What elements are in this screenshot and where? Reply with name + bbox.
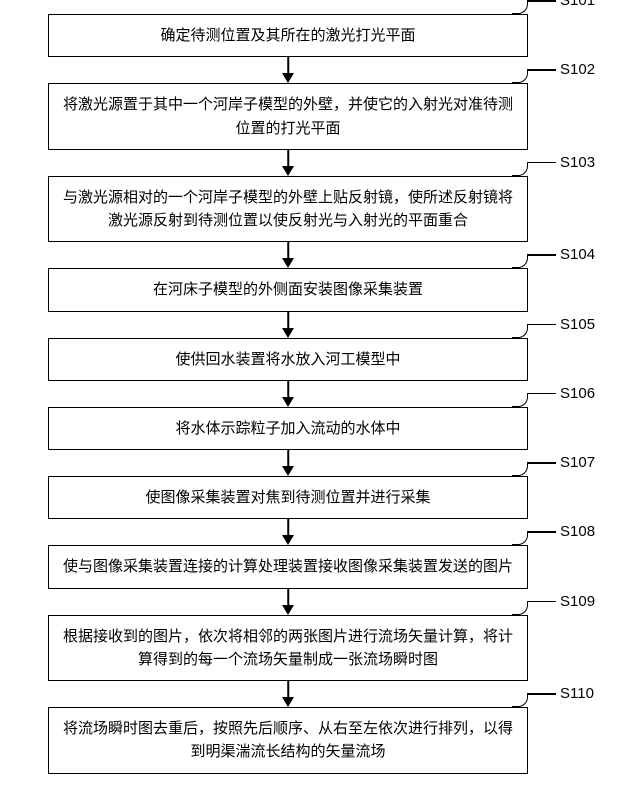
step-label-s102: S102	[560, 61, 595, 78]
step-box-s107: 使图像采集装置对焦到待测位置并进行采集	[48, 476, 528, 519]
step-box-s104: 在河床子模型的外侧面安装图像采集装置	[48, 268, 528, 311]
arrow-down	[48, 519, 528, 545]
arrow-down	[48, 681, 528, 707]
step-text: 根据接收到的图片，依次将相邻的两张图片进行流场矢量计算，将计算得到的每一个流场矢…	[63, 625, 513, 672]
arrow-down	[48, 589, 528, 615]
step-text: 使与图像采集装置连接的计算处理装置接收图像采集装置发送的图片	[63, 555, 513, 578]
arrow-down	[48, 57, 528, 83]
lead-curve	[512, 0, 528, 14]
step-label-s110: S110	[560, 685, 594, 702]
step-box-s110: 将流场瞬时图去重后，按照先后顺序、从右至左依次进行排列，以得到明渠湍流长结构的矢…	[48, 707, 528, 774]
step-text: 使供回水装置将水放入河工模型中	[175, 348, 400, 371]
flowchart-container: 确定待测位置及其所在的激光打光平面将激光源置于其中一个河岸子模型的外壁，并使它的…	[48, 14, 528, 774]
step-label-s109: S109	[560, 593, 595, 610]
step-box-s103: 与激光源相对的一个河岸子模型的外壁上贴反射镜，使所述反射镜将激光源反射到待测位置…	[48, 176, 528, 243]
step-text: 使图像采集装置对焦到待测位置并进行采集	[145, 486, 430, 509]
lead-line	[528, 531, 556, 533]
step-text: 与激光源相对的一个河岸子模型的外壁上贴反射镜，使所述反射镜将激光源反射到待测位置…	[63, 186, 513, 233]
arrow-down	[48, 150, 528, 176]
step-label-s104: S104	[560, 246, 595, 263]
step-text: 将水体示踪粒子加入流动的水体中	[175, 417, 400, 440]
lead-line	[528, 601, 556, 603]
step-box-s101: 确定待测位置及其所在的激光打光平面	[48, 14, 528, 57]
lead-line	[528, 254, 556, 256]
step-label-s106: S106	[560, 385, 595, 402]
step-label-s103: S103	[560, 154, 595, 171]
arrow-down	[48, 242, 528, 268]
step-text: 在河床子模型的外侧面安装图像采集装置	[153, 278, 423, 301]
arrow-down	[48, 381, 528, 407]
step-box-s109: 根据接收到的图片，依次将相邻的两张图片进行流场矢量计算，将计算得到的每一个流场矢…	[48, 615, 528, 682]
step-box-s106: 将水体示踪粒子加入流动的水体中	[48, 407, 528, 450]
lead-line	[528, 0, 556, 2]
arrow-down	[48, 312, 528, 338]
step-text: 将激光源置于其中一个河岸子模型的外壁，并使它的入射光对准待测位置的打光平面	[63, 93, 513, 140]
step-label-s108: S108	[560, 523, 595, 540]
step-text: 确定待测位置及其所在的激光打光平面	[160, 24, 415, 47]
lead-line	[528, 69, 556, 71]
lead-line	[528, 693, 556, 695]
step-label-s105: S105	[560, 316, 595, 333]
step-label-s101: S101	[560, 0, 595, 9]
step-label-s107: S107	[560, 454, 595, 471]
lead-line	[528, 393, 556, 395]
step-text: 将流场瞬时图去重后，按照先后顺序、从右至左依次进行排列，以得到明渠湍流长结构的矢…	[63, 717, 513, 764]
lead-line	[528, 324, 556, 326]
step-box-s105: 使供回水装置将水放入河工模型中	[48, 338, 528, 381]
lead-line	[528, 162, 556, 164]
step-box-s108: 使与图像采集装置连接的计算处理装置接收图像采集装置发送的图片	[48, 545, 528, 588]
step-box-s102: 将激光源置于其中一个河岸子模型的外壁，并使它的入射光对准待测位置的打光平面	[48, 83, 528, 150]
arrow-down	[48, 450, 528, 476]
lead-line	[528, 462, 556, 464]
